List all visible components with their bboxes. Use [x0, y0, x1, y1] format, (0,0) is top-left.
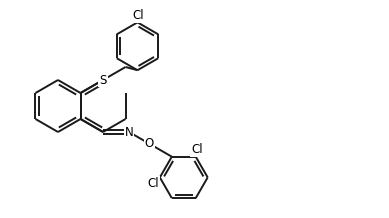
Text: S: S	[99, 73, 107, 87]
Text: Cl: Cl	[133, 9, 144, 22]
Text: O: O	[145, 137, 154, 150]
Text: N: N	[124, 126, 133, 138]
Text: N: N	[99, 73, 107, 87]
Text: Cl: Cl	[147, 177, 159, 190]
Text: Cl: Cl	[191, 143, 203, 156]
